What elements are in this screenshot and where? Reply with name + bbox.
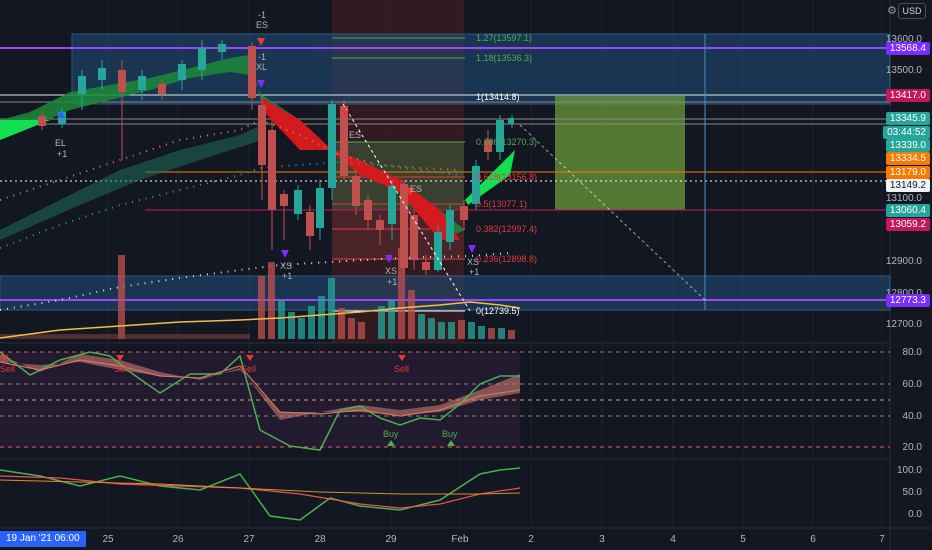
sell-signal: Sell: [114, 364, 130, 374]
fib-label: 1.27(13597.1): [476, 33, 533, 43]
marker-xs: XS: [280, 261, 293, 271]
time-label: 27: [243, 534, 255, 545]
time-label: 6: [810, 534, 816, 545]
marker-es: ES: [256, 20, 269, 30]
time-label: 29: [385, 534, 397, 545]
fib-label: 0.5(13077.1): [476, 199, 528, 209]
price-label: 13500.0: [885, 65, 922, 76]
marker-count: +1: [469, 267, 480, 277]
currency-button[interactable]: USD: [898, 3, 926, 19]
osc1-label: 40.0: [902, 411, 922, 422]
osc2-label: 50.0: [902, 487, 922, 498]
buy-signal: Buy: [442, 429, 458, 439]
fib-label: 1.18(13536.3): [476, 53, 533, 63]
osc2-label: 0.0: [908, 509, 922, 520]
marker-xl: XL: [256, 62, 268, 72]
marker-count: -1: [258, 10, 267, 20]
price-label: 13600.0: [885, 34, 922, 45]
dotted-ma-lines: [0, 118, 511, 311]
time-label: Feb: [451, 534, 469, 545]
time-label: 25: [102, 534, 114, 545]
price-tag: 13339.0: [885, 139, 930, 152]
osc1-label: 20.0: [902, 442, 922, 453]
fib-label: 0.786(13270.3): [476, 137, 538, 147]
marker-es: ES: [349, 130, 362, 140]
marker-count: +1: [387, 277, 398, 287]
time-label: 4: [670, 534, 676, 545]
fib-label: 0(12739.5): [476, 306, 520, 316]
volume-bars: [0, 248, 515, 339]
osc1-label: 80.0: [902, 347, 922, 358]
gear-icon[interactable]: ⚙: [887, 5, 897, 17]
price-label: 12700.0: [885, 319, 922, 330]
strategy-arrows: [57, 38, 476, 263]
crosshair-date-badge: 19 Jan '21 06:00: [0, 531, 86, 547]
sell-signal: Sell: [0, 364, 16, 374]
time-label: 2: [528, 534, 534, 545]
time-label: 5: [740, 534, 746, 545]
target-zone: [555, 96, 685, 210]
price-label: 12800.0: [886, 288, 922, 299]
crosshair-price-tag: 13149.2: [885, 179, 930, 192]
price-tag: 13334.5: [885, 152, 930, 165]
price-label: 13100.0: [885, 193, 922, 204]
price-tag: 13060.4: [885, 204, 930, 217]
sell-signal: Sell: [394, 364, 410, 374]
fib-label: 0.236(12898.8): [476, 254, 538, 264]
marker-el: EL: [55, 138, 67, 148]
time-label: 3: [599, 534, 605, 545]
marker-xs: XS: [467, 257, 480, 267]
time-label: 7: [879, 534, 885, 545]
time-label: 26: [172, 534, 184, 545]
candles: [38, 40, 514, 275]
buy-signal: Buy: [383, 429, 399, 439]
price-label: 12900.0: [885, 256, 922, 267]
fib-label: 1(13414.8): [476, 92, 520, 102]
sell-signal: Sell: [241, 364, 257, 374]
marker-count: -1: [258, 52, 267, 62]
marker-count: +1: [57, 149, 68, 159]
price-tag: 13059.2: [885, 218, 930, 231]
price-tag: 13417.0: [885, 89, 930, 102]
marker-count: +1: [282, 271, 293, 281]
price-tag: 13345.9: [885, 112, 930, 125]
marker-xs: XS: [385, 266, 398, 276]
countdown-tag: 03:44:52: [883, 126, 930, 139]
price-tag: 13568.4: [885, 42, 930, 55]
osc1-label: 60.0: [902, 379, 922, 390]
fib-label: 0.618(13156.8): [476, 172, 538, 182]
osc2-label: 100.0: [896, 465, 922, 476]
price-tag: 13179.0: [885, 166, 930, 179]
fib-label: 0.382(12997.4): [476, 224, 538, 234]
marker-es: ES: [410, 184, 423, 194]
time-label: 28: [314, 534, 326, 545]
price-tag: 12773.3: [885, 294, 930, 307]
